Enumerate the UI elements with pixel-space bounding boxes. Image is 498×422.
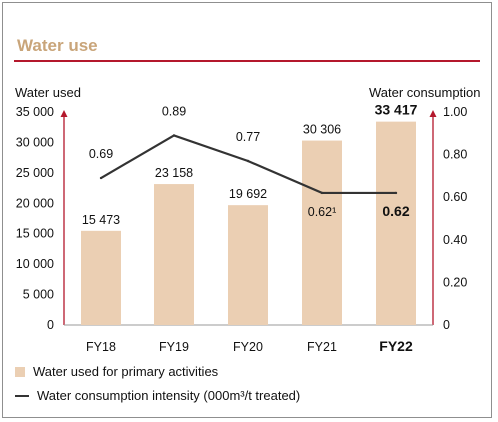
right-axis-tick-label: 0 xyxy=(443,318,450,332)
intensity-point xyxy=(172,134,176,137)
bar-fy18 xyxy=(81,230,121,325)
left-axis-tick-label: 20 000 xyxy=(16,196,54,210)
legend-line-swatch xyxy=(15,394,29,397)
intensity-value-label: 0.89 xyxy=(162,104,186,118)
legend-bar-swatch xyxy=(15,366,25,377)
bar-value-label: 30 306 xyxy=(303,123,341,137)
x-axis-category-label: FY21 xyxy=(307,340,337,354)
right-axis-tick-label: 0.60 xyxy=(443,190,467,204)
right-axis-arrow xyxy=(429,110,437,117)
intensity-line xyxy=(100,134,396,195)
right-axis-tick-label: 0.40 xyxy=(443,233,467,247)
right-axis-tick-label: 0.80 xyxy=(443,148,467,162)
x-axis-category-label: FY22 xyxy=(379,338,413,354)
x-axis-category-label: FY19 xyxy=(159,340,189,354)
bar-value-label: 19 692 xyxy=(229,187,267,201)
right-axis-tick-label: 0.20 xyxy=(443,275,467,289)
title-divider xyxy=(14,60,480,62)
bar-value-label: 15 473 xyxy=(82,213,120,227)
left-axis-tick-label: 5 000 xyxy=(23,288,54,302)
intensity-point xyxy=(246,159,250,163)
bar-fy19 xyxy=(154,184,194,325)
left-axis-tick-label: 25 000 xyxy=(16,166,54,180)
bar-value-label: 33 417 xyxy=(375,102,418,118)
right-axis-tick-label: 1.00 xyxy=(443,105,467,119)
left-axis-tick-label: 15 000 xyxy=(16,227,54,241)
left-axis-tick-label: 35 000 xyxy=(16,105,54,119)
bar-fy21 xyxy=(302,140,342,325)
left-axis-label: Water used xyxy=(15,85,81,100)
left-axis-tick-label: 0 xyxy=(47,318,54,332)
legend-line-label: Water consumption intensity (000m³/t tre… xyxy=(37,388,301,403)
right-axis-label: Water consumption xyxy=(369,85,481,100)
left-axis-arrow xyxy=(60,110,68,117)
intensity-point xyxy=(99,176,103,180)
chart-title: Water use xyxy=(17,36,98,55)
x-axis-category-label: FY18 xyxy=(86,340,116,354)
left-axis-tick-label: 10 000 xyxy=(16,257,54,271)
left-axis-tick-label: 30 000 xyxy=(16,135,54,149)
intensity-value-label: 0.69 xyxy=(89,147,113,161)
intensity-point xyxy=(320,191,324,195)
intensity-value-label: 0.62¹ xyxy=(308,205,337,219)
bar-fy20 xyxy=(228,205,268,325)
bar-value-label: 23 158 xyxy=(155,166,193,180)
intensity-value-label: 0.77 xyxy=(236,130,260,144)
legend-bar-label: Water used for primary activities xyxy=(33,364,219,379)
bar-fy22 xyxy=(376,121,416,325)
chart-frame xyxy=(2,2,492,418)
intensity-value-label: 0.62 xyxy=(382,203,409,219)
x-axis-category-label: FY20 xyxy=(233,340,263,354)
legend-item-line: Water consumption intensity (000m³/t tre… xyxy=(15,388,300,403)
intensity-point xyxy=(394,191,398,195)
legend-item-bars: Water used for primary activities xyxy=(15,364,218,379)
